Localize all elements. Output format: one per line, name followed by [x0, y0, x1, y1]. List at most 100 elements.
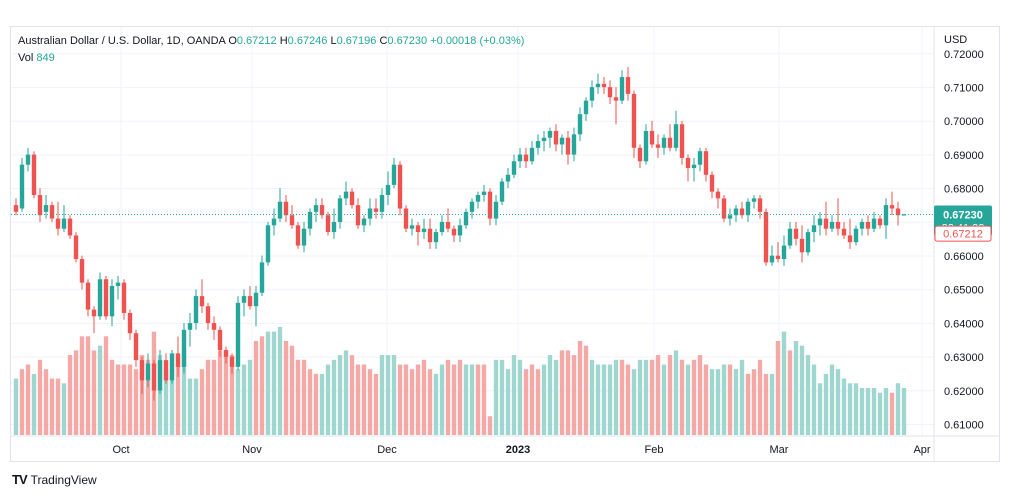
candle-body [103, 279, 109, 317]
volume-bar [499, 359, 505, 435]
time-axis-label: Dec [377, 444, 397, 456]
candle-body [373, 208, 379, 212]
candle-body [445, 221, 451, 229]
volume-bar [301, 359, 307, 435]
candle-body [289, 215, 295, 226]
candle-body [157, 360, 163, 391]
volume-bar [103, 336, 109, 435]
volume-bar [181, 350, 187, 435]
candle-body [73, 235, 79, 260]
candle-body [715, 191, 721, 199]
candle-body [769, 255, 775, 263]
candle-body [493, 201, 499, 219]
candle-body [673, 124, 679, 148]
price-change: +0.00018 (+0.03%) [430, 35, 525, 47]
volume-bar [475, 364, 481, 435]
open-price-value: 0.67212 [943, 229, 983, 241]
price-tick-label: 0.65000 [944, 285, 984, 297]
candle-body [355, 205, 361, 226]
candle-body [553, 130, 559, 145]
volume-bar [601, 364, 607, 435]
volume-bar [667, 355, 673, 435]
candle-body [625, 77, 631, 94]
volume-bar [289, 345, 295, 435]
volume-bar [811, 364, 817, 435]
candle-body [895, 208, 901, 216]
price-tick-label: 0.71000 [944, 83, 984, 95]
candle-body [451, 228, 457, 236]
candle-body [31, 154, 37, 196]
candle-body [313, 205, 319, 212]
volume-bar [649, 359, 655, 435]
volume-bar [85, 336, 91, 435]
volume-bar [751, 369, 757, 435]
candle-body [703, 151, 709, 175]
volume-bar [343, 350, 349, 435]
candle-body [205, 306, 211, 324]
candle-body [271, 218, 277, 226]
price-tick-label: 0.68000 [944, 184, 984, 196]
candle-body [439, 221, 445, 233]
volume-bar [769, 373, 775, 435]
candle-body [433, 232, 439, 243]
volume-bar [877, 392, 883, 435]
candle-body [91, 309, 97, 317]
volume-bar [199, 369, 205, 435]
ohlc-open: O0.67212 [228, 35, 277, 47]
volume-bar [613, 359, 619, 435]
candle-body [259, 262, 265, 293]
volume-bar [901, 388, 907, 435]
tradingview-logo-icon[interactable]: TV [12, 472, 28, 487]
candle-body [571, 134, 577, 155]
price-tick-label: 0.69000 [944, 150, 984, 162]
volume-bar [493, 359, 499, 435]
candle-body [367, 208, 373, 219]
candle-body [613, 97, 619, 101]
candle-body [427, 228, 433, 243]
volume-bar [163, 369, 169, 435]
ohlc-high: H0.67246 [279, 35, 328, 47]
volume-bar [133, 369, 139, 435]
volume-bar [457, 359, 463, 435]
volume-bar [217, 350, 223, 435]
time-axis-label: Mar [770, 444, 789, 456]
price-tick-label: 0.72000 [944, 49, 984, 61]
volume-bar [589, 359, 595, 435]
candle-body [151, 363, 157, 391]
candle-body [517, 154, 523, 162]
volume-bar [661, 364, 667, 435]
volume-bar [79, 336, 85, 435]
candle-body [181, 329, 187, 367]
candle-body [559, 137, 565, 145]
volume-bars [13, 326, 907, 435]
volume-bar [775, 341, 781, 435]
time-axis-label: 2023 [506, 444, 530, 456]
volume-bar [463, 364, 469, 435]
volume-bar [535, 369, 541, 435]
volume-bar [805, 355, 811, 435]
volume-bar [619, 359, 625, 435]
candle-body [175, 353, 181, 367]
volume-bar [733, 369, 739, 435]
candle-body [115, 282, 121, 286]
volume-bar [253, 341, 259, 435]
candle-body [865, 221, 871, 229]
volume-bar [331, 359, 337, 435]
candle-body [79, 259, 85, 283]
candle-body [343, 191, 349, 199]
volume-bar [571, 355, 577, 435]
candle-body [241, 296, 247, 303]
volume-bar [205, 359, 211, 435]
candle-body [223, 350, 229, 357]
volume-bar [91, 350, 97, 435]
volume-label: Vol [18, 52, 34, 64]
candle-body [403, 208, 409, 229]
candle-body [583, 100, 589, 115]
price-tick-label: 0.70000 [944, 116, 984, 128]
last-price-value: 0.67230 [943, 210, 983, 222]
symbol-title: Australian Dollar / U.S. Dollar, 1D, OAN… [18, 35, 226, 47]
brand-name[interactable]: TradingView [30, 472, 97, 487]
volume-bar [433, 373, 439, 435]
volume-bar [709, 369, 715, 435]
